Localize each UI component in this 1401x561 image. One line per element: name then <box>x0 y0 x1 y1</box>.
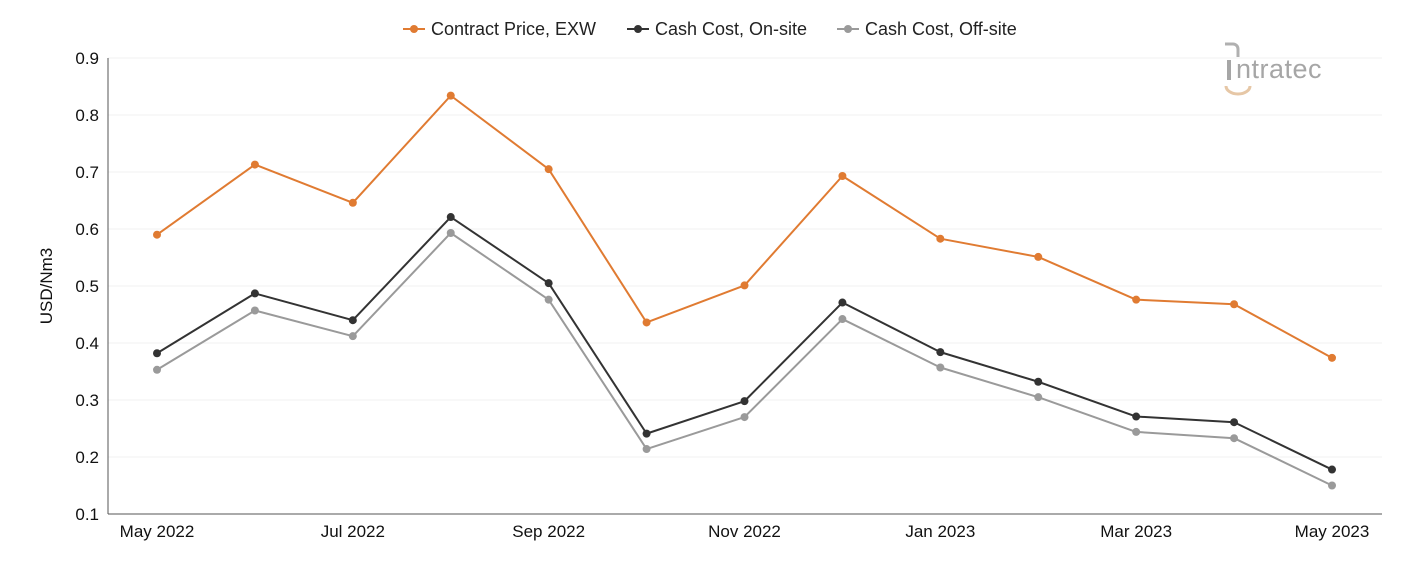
data-point <box>544 279 553 288</box>
y-tick-label: 0.7 <box>75 163 99 182</box>
data-point <box>1132 295 1141 304</box>
data-point <box>153 365 161 374</box>
x-tick-label: Nov 2022 <box>708 522 781 541</box>
data-point <box>250 160 259 169</box>
intratec-logo: ntratec <box>1224 42 1322 96</box>
series-group <box>153 228 1336 490</box>
data-point <box>1132 427 1141 436</box>
data-point <box>1034 377 1043 386</box>
logo-letter-i <box>1227 60 1231 80</box>
data-point <box>446 228 455 237</box>
data-point <box>740 281 749 290</box>
data-point <box>740 397 749 406</box>
legend-item: Cash Cost, On-site <box>627 19 807 39</box>
legend-item: Contract Price, EXW <box>403 19 596 39</box>
data-point <box>348 198 357 207</box>
y-tick-label: 0.2 <box>75 448 99 467</box>
data-point <box>1034 252 1043 261</box>
data-point <box>936 234 945 243</box>
y-tick-label: 0.4 <box>75 334 99 353</box>
data-point <box>446 91 455 100</box>
legend-label: Contract Price, EXW <box>431 19 596 39</box>
legend: Contract Price, EXW Cash Cost, On-site Cas… <box>403 19 1017 39</box>
y-tick-label: 0.6 <box>75 220 99 239</box>
data-point <box>1328 481 1336 490</box>
legend-swatch-marker <box>410 25 418 33</box>
y-tick-label: 0.1 <box>75 505 99 524</box>
y-tick-labels: 0.1 0.2 0.3 0.4 0.5 0.6 0.7 0.8 0.9 <box>75 49 99 524</box>
data-point <box>544 295 553 304</box>
y-tick-label: 0.5 <box>75 277 99 296</box>
data-point <box>642 445 651 454</box>
logo-mark-top <box>1225 42 1240 57</box>
y-axis-title: USD/Nm3 <box>37 248 56 325</box>
data-point <box>642 318 651 327</box>
data-point <box>838 171 847 180</box>
x-tick-label: May 2022 <box>120 522 195 541</box>
data-point <box>348 316 357 325</box>
series-group <box>153 91 1336 362</box>
legend-swatch-marker <box>844 25 852 33</box>
x-tick-label: Jul 2022 <box>321 522 385 541</box>
legend-label: Cash Cost, Off-site <box>865 19 1017 39</box>
legend-label: Cash Cost, On-site <box>655 19 807 39</box>
legend-swatch-marker <box>634 25 642 33</box>
data-point <box>1328 465 1336 474</box>
x-tick-labels: May 2022 Jul 2022 Sep 2022 Nov 2022 Jan 2023… <box>120 522 1370 541</box>
grid-lines <box>108 57 1382 458</box>
data-point <box>250 306 259 315</box>
data-point <box>936 348 945 357</box>
data-point <box>1132 412 1141 421</box>
series-group <box>153 213 1336 474</box>
data-point <box>446 213 455 222</box>
axes <box>107 58 1382 515</box>
data-point <box>838 315 847 324</box>
data-point <box>544 165 553 174</box>
data-point <box>642 429 651 438</box>
x-tick-label: May 2023 <box>1295 522 1370 541</box>
data-point <box>1230 300 1239 309</box>
data-point <box>250 289 259 298</box>
y-tick-label: 0.3 <box>75 391 99 410</box>
series-line <box>156 94 1333 359</box>
data-point <box>153 230 161 239</box>
data-point <box>838 298 847 307</box>
data-point <box>1328 353 1336 362</box>
x-tick-label: Sep 2022 <box>512 522 585 541</box>
x-tick-label: Mar 2023 <box>1100 522 1172 541</box>
data-point <box>1230 434 1239 443</box>
x-tick-label: Jan 2023 <box>905 522 975 541</box>
data-point <box>348 332 357 341</box>
y-tick-label: 0.9 <box>75 49 99 68</box>
series-line <box>156 231 1333 487</box>
y-tick-label: 0.8 <box>75 106 99 125</box>
series-lines <box>153 91 1336 490</box>
logo-mark-bottom <box>1224 85 1252 96</box>
data-point <box>1230 418 1239 427</box>
data-point <box>936 363 945 372</box>
legend-item: Cash Cost, Off-site <box>837 19 1017 39</box>
logo-text: ntratec <box>1236 54 1322 84</box>
data-point <box>740 413 749 422</box>
data-point <box>153 349 161 358</box>
data-point <box>1034 393 1043 402</box>
